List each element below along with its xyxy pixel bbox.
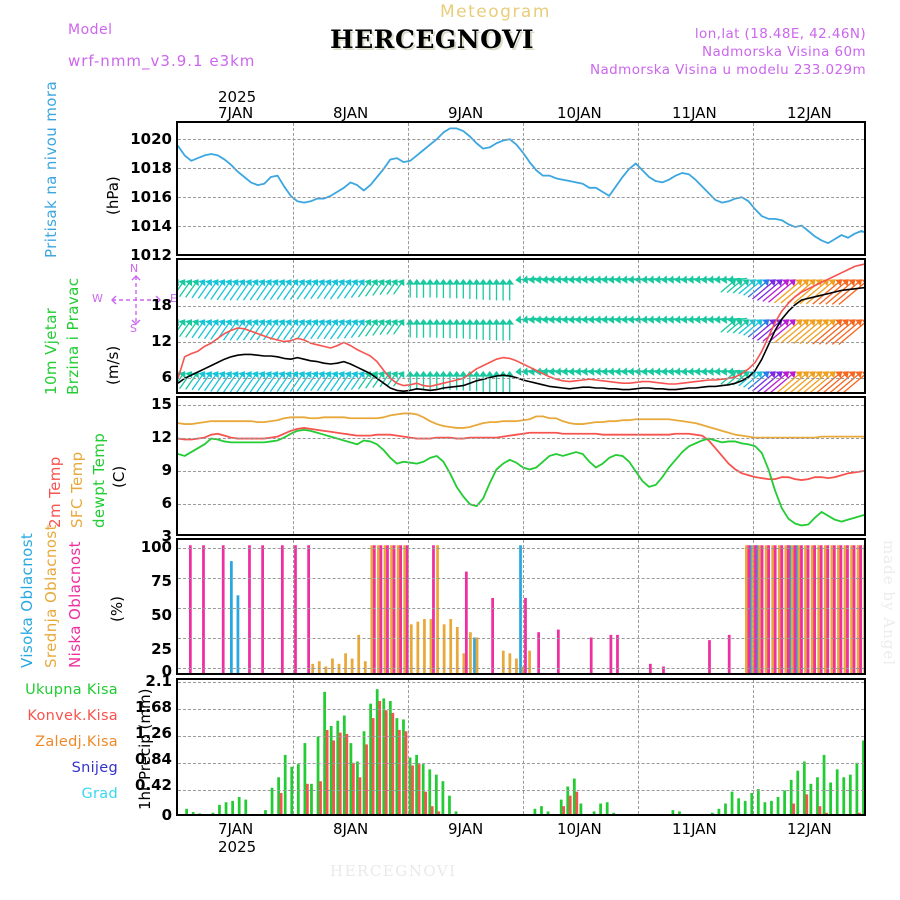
ytick-wind-6: 6 [161, 368, 172, 386]
ytick-pressure-1012: 1012 [130, 246, 172, 264]
wind-side-label-2: Brzina i Pravac [64, 277, 82, 395]
temp-label-2m: 2m Temp [46, 456, 64, 528]
temp-label-sfc: SFC Temp [68, 451, 86, 528]
chart-temperature [176, 396, 866, 536]
footer-station-watermark: HERCEGNOVI [330, 862, 457, 880]
chart-precipitation [176, 678, 866, 816]
compass-e-label: E [170, 292, 177, 305]
page-title: HERCEGNOVI [330, 25, 535, 54]
ytick-pressure-1014: 1014 [130, 217, 172, 235]
chart-pressure [176, 121, 866, 256]
ytick-precip-1p26: 1.26 [134, 724, 172, 742]
ytick-precip-1p68: 1.68 [134, 698, 172, 716]
temperature-line-series [178, 412, 864, 527]
axis-year-top: 2025 [218, 88, 257, 106]
xtick-bottom-4: 11JAN [672, 820, 717, 838]
ytick-pressure-1016: 1016 [130, 188, 172, 206]
ytick-wind-12: 12 [151, 332, 172, 350]
ytick-cloud-50: 50 [151, 606, 172, 624]
ytick-precip-0: 0 [161, 806, 172, 824]
ytick-temp-3: 3 [161, 527, 172, 545]
cloud-bar-series [188, 545, 864, 673]
ytick-cloud-0: 0 [161, 662, 172, 680]
wind-barbs-and-series [178, 263, 864, 392]
model-elevation-text: Nadmorska Visina u modelu 233.029m [590, 62, 866, 78]
ytick-temp-15: 15 [151, 395, 172, 413]
ytick-pressure-1018: 1018 [130, 159, 172, 177]
axis-year-bottom: 2025 [218, 838, 257, 856]
xtick-bottom-2: 9JAN [448, 820, 484, 838]
model-name: wrf-nmm_v3.9.1 e3km [68, 52, 256, 70]
pressure-side-label: Pritisak na nivou mora [42, 80, 60, 258]
model-label: Model [68, 22, 113, 38]
temp-label-dewpt: dewpt Temp [90, 432, 108, 528]
xtick-bottom-0: 7JAN [218, 820, 254, 838]
cloud-label-mid: Srednja Oblacnost [42, 524, 60, 668]
ytick-cloud-75: 75 [151, 572, 172, 590]
ytick-wind-18: 18 [151, 296, 172, 314]
compass-cross-icon [111, 275, 161, 325]
precip-label-freezing: Zaledj.Kisa [35, 734, 118, 750]
chart-wind [176, 258, 866, 394]
cloud-label-low: Niska Oblacnost [66, 541, 84, 668]
chart-cloud-cover [176, 538, 866, 675]
xtick-bottom-1: 8JAN [333, 820, 369, 838]
meteogram-title: Meteogram [440, 2, 551, 22]
xtick-bottom-5: 12JAN [787, 820, 832, 838]
author-watermark: made by Angel [880, 540, 898, 667]
xtick-top-2: 9JAN [448, 104, 484, 122]
ytick-precip-0p84: 0.84 [134, 750, 172, 768]
ytick-temp-9: 9 [161, 461, 172, 479]
ytick-pressure-1020: 1020 [130, 130, 172, 148]
pressure-line-series [178, 127, 864, 245]
xtick-bottom-3: 10JAN [557, 820, 602, 838]
xtick-top-5: 12JAN [787, 104, 832, 122]
xtick-top-0: 7JAN [218, 104, 254, 122]
wind-direction-compass: N S E W [92, 262, 178, 338]
precip-label-snow: Snijeg [71, 760, 118, 776]
lonlat-text: lon,lat (18.48E, 42.46N) [694, 26, 866, 42]
xtick-top-4: 11JAN [672, 104, 717, 122]
compass-s-label: S [130, 322, 137, 335]
precip-label-convective: Konvek.Kisa [27, 708, 118, 724]
compass-n-label: N [130, 262, 139, 275]
wind-side-label-1: 10m Vjetar [42, 307, 60, 395]
ytick-temp-6: 6 [161, 494, 172, 512]
ytick-temp-12: 12 [151, 428, 172, 446]
precip-label-hail: Grad [81, 786, 118, 802]
ytick-precip-0p42: 0.42 [134, 776, 172, 794]
xtick-top-3: 10JAN [557, 104, 602, 122]
precip-bar-series [185, 689, 864, 814]
ytick-cloud-25: 25 [151, 640, 172, 658]
cloud-label-high: Visoka Oblacnost [18, 532, 36, 668]
precip-label-total: Ukupna Kisa [25, 682, 118, 698]
compass-w-label: W [92, 292, 103, 305]
ytick-cloud-100: 100 [140, 538, 172, 556]
elevation-text: Nadmorska Visina 60m [701, 44, 866, 60]
xtick-top-1: 8JAN [333, 104, 369, 122]
ytick-precip-2p1: 2.1 [145, 672, 172, 690]
